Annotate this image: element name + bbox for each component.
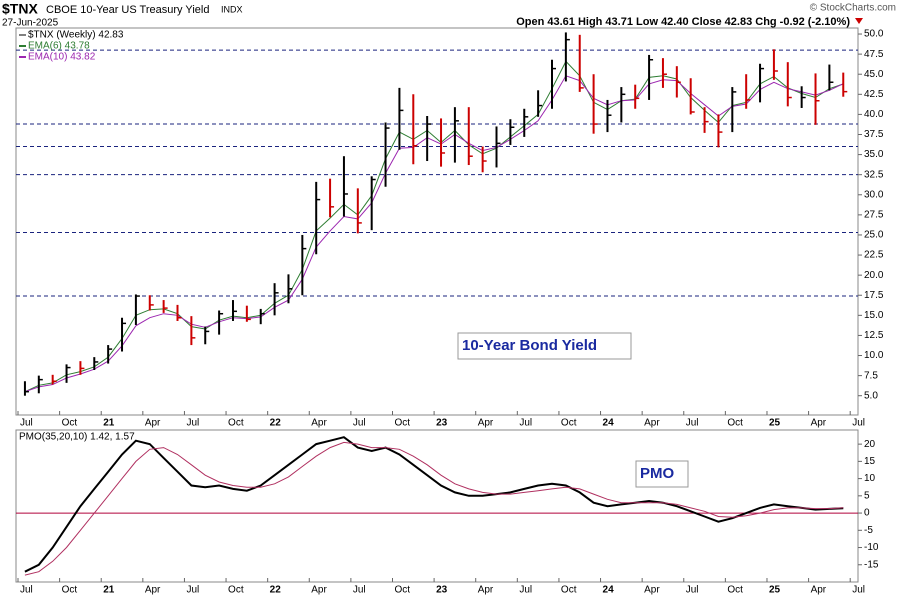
x-tick-label: Apr [311, 418, 327, 429]
annotation-box [457, 332, 632, 360]
y-tick-label: 22.5 [864, 250, 884, 261]
y-tick-label: 27.5 [864, 210, 884, 221]
x-tick-label: 25 [769, 585, 781, 596]
y-tick-label: -5 [864, 525, 873, 536]
x-tick-label: 21 [103, 418, 115, 429]
y-tick-label: 12.5 [864, 330, 884, 341]
security-name: CBOE 10-Year US Treasury Yield [46, 4, 209, 16]
legend-item: $TNX (Weekly) 42.83 [28, 30, 124, 41]
x-tick-label: 22 [270, 585, 282, 596]
annotation-box [635, 460, 689, 488]
x-tick-label: 24 [603, 585, 615, 596]
x-tick-label: Jul [20, 585, 33, 596]
x-tick-label: Oct [228, 418, 244, 429]
pmo-legend: PMO(35,20,10) 1.42, 1.57 [19, 432, 135, 443]
series-line [24, 441, 844, 576]
down-arrow [855, 18, 863, 24]
y-tick-label: 20 [864, 439, 876, 450]
series-line [24, 60, 844, 393]
x-tick-label: Apr [644, 585, 660, 596]
x-tick-label: Jul [519, 585, 532, 596]
x-tick-label: 22 [270, 418, 282, 429]
y-tick-label: 45.0 [864, 69, 884, 80]
y-tick-label: 47.5 [864, 49, 884, 60]
x-tick-label: Jul [686, 585, 699, 596]
x-tick-label: Oct [62, 585, 78, 596]
x-tick-label: 23 [436, 418, 448, 429]
y-tick-label: 10.0 [864, 350, 884, 361]
x-tick-label: Jul [353, 418, 366, 429]
x-tick-label: Apr [311, 585, 327, 596]
y-tick-label: 15.0 [864, 310, 884, 321]
x-tick-label: Jul [353, 585, 366, 596]
x-tick-label: Apr [811, 418, 827, 429]
x-tick-label: 24 [603, 418, 615, 429]
x-tick-label: Apr [478, 585, 494, 596]
x-tick-label: Jul [852, 418, 865, 429]
date: 27-Jun-2025 [2, 18, 59, 29]
x-tick-label: Jul [186, 418, 199, 429]
exchange: INDX [221, 4, 243, 14]
x-tick-label: Jul [686, 418, 699, 429]
x-tick-label: Oct [727, 585, 743, 596]
x-tick-label: Apr [478, 418, 494, 429]
x-tick-label: Apr [644, 418, 660, 429]
y-tick-label: 10 [864, 473, 876, 484]
legend-item: EMA(6) 43.78 [28, 41, 90, 52]
y-tick-label: 25.0 [864, 230, 884, 241]
y-tick-label: 15 [864, 456, 876, 467]
x-tick-label: 25 [769, 418, 781, 429]
y-tick-label: -15 [864, 559, 879, 570]
x-tick-label: Oct [394, 418, 410, 429]
symbol: $TNX [2, 1, 38, 17]
y-tick-label: -10 [864, 542, 879, 553]
y-tick-label: 42.5 [864, 89, 884, 100]
series-line [24, 436, 844, 573]
x-tick-label: Jul [20, 418, 33, 429]
y-tick-label: 0 [864, 508, 870, 519]
y-tick-label: 50.0 [864, 29, 884, 40]
x-tick-label: Jul [852, 585, 865, 596]
credit: © StockCharts.com [810, 3, 896, 14]
y-tick-label: 30.0 [864, 189, 884, 200]
x-tick-label: Jul [186, 585, 199, 596]
x-tick-label: Oct [394, 585, 410, 596]
y-tick-label: 5.0 [864, 390, 878, 401]
x-tick-label: Oct [561, 585, 577, 596]
x-tick-label: Oct [228, 585, 244, 596]
x-tick-label: Oct [727, 418, 743, 429]
x-tick-label: Oct [561, 418, 577, 429]
y-tick-label: 17.5 [864, 290, 884, 301]
x-tick-label: Apr [811, 585, 827, 596]
x-tick-label: Apr [145, 585, 161, 596]
quote: Open 43.61 High 43.71 Low 42.40 Close 42… [516, 16, 850, 28]
price-panel [15, 27, 859, 416]
x-tick-label: Oct [62, 418, 78, 429]
y-tick-label: 40.0 [864, 109, 884, 120]
pmo-panel [15, 429, 859, 583]
y-tick-label: 37.5 [864, 129, 884, 140]
y-tick-label: 20.0 [864, 270, 884, 281]
x-tick-label: Jul [519, 418, 532, 429]
series-line [24, 75, 844, 393]
x-tick-label: 21 [103, 585, 115, 596]
x-tick-label: Apr [145, 418, 161, 429]
y-tick-label: 7.5 [864, 370, 878, 381]
y-tick-label: 32.5 [864, 169, 884, 180]
annotation: PMO [640, 465, 675, 482]
y-tick-label: 5 [864, 490, 870, 501]
legend-item: EMA(10) 43.82 [28, 52, 96, 63]
y-tick-label: 35.0 [864, 149, 884, 160]
x-tick-label: 23 [436, 585, 448, 596]
annotation: 10-Year Bond Yield [462, 337, 597, 354]
